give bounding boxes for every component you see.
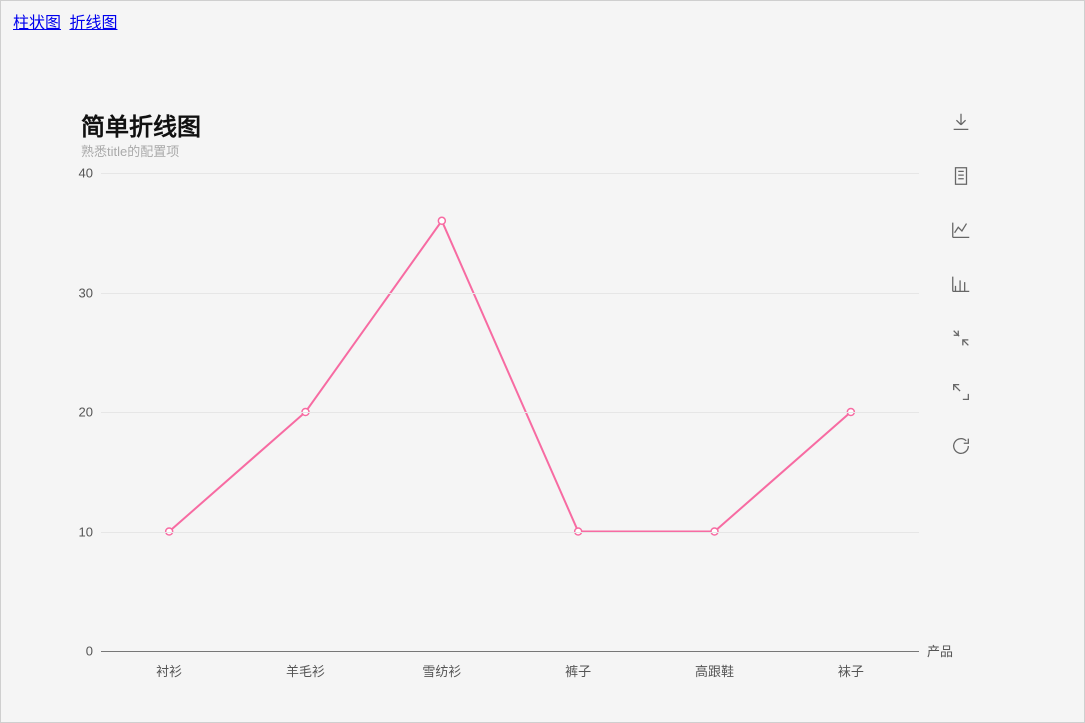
y-tick-label: 30 xyxy=(79,285,101,300)
chart-plot-area: 010203040衬衫羊毛衫雪纺衫裤子高跟鞋袜子 xyxy=(101,173,919,651)
x-tick-label: 高跟鞋 xyxy=(695,651,734,680)
y-tick-label: 0 xyxy=(86,644,101,659)
chart-title: 简单折线图 xyxy=(81,107,201,142)
dataview-icon[interactable] xyxy=(948,163,974,189)
x-axis-line xyxy=(101,651,919,652)
nav-link-bar[interactable]: 柱状图 xyxy=(13,15,61,32)
restore-icon[interactable] xyxy=(948,433,974,459)
x-tick-label: 衬衫 xyxy=(156,651,182,680)
gridline xyxy=(101,173,919,174)
x-tick-label: 裤子 xyxy=(565,651,591,680)
barchart-icon[interactable] xyxy=(948,271,974,297)
y-tick-label: 20 xyxy=(79,405,101,420)
x-tick-label: 羊毛衫 xyxy=(286,651,325,680)
download-icon[interactable] xyxy=(948,109,974,135)
data-point[interactable] xyxy=(438,217,445,224)
x-axis-label: 产品 xyxy=(927,641,953,660)
zoomreset-icon[interactable] xyxy=(948,379,974,405)
y-tick-label: 40 xyxy=(79,166,101,181)
linechart-icon[interactable] xyxy=(948,217,974,243)
gridline xyxy=(101,293,919,294)
y-tick-label: 10 xyxy=(79,524,101,539)
gridline xyxy=(101,412,919,413)
x-tick-label: 袜子 xyxy=(838,651,864,680)
x-tick-label: 雪纺衫 xyxy=(422,651,461,680)
gridline xyxy=(101,532,919,533)
toolbox xyxy=(948,109,974,459)
chart-subtitle: 熟悉title的配置项 xyxy=(81,141,179,160)
zoom-icon[interactable] xyxy=(948,325,974,351)
nav-links: 柱状图 折线图 xyxy=(13,9,121,33)
nav-link-line[interactable]: 折线图 xyxy=(69,15,117,32)
